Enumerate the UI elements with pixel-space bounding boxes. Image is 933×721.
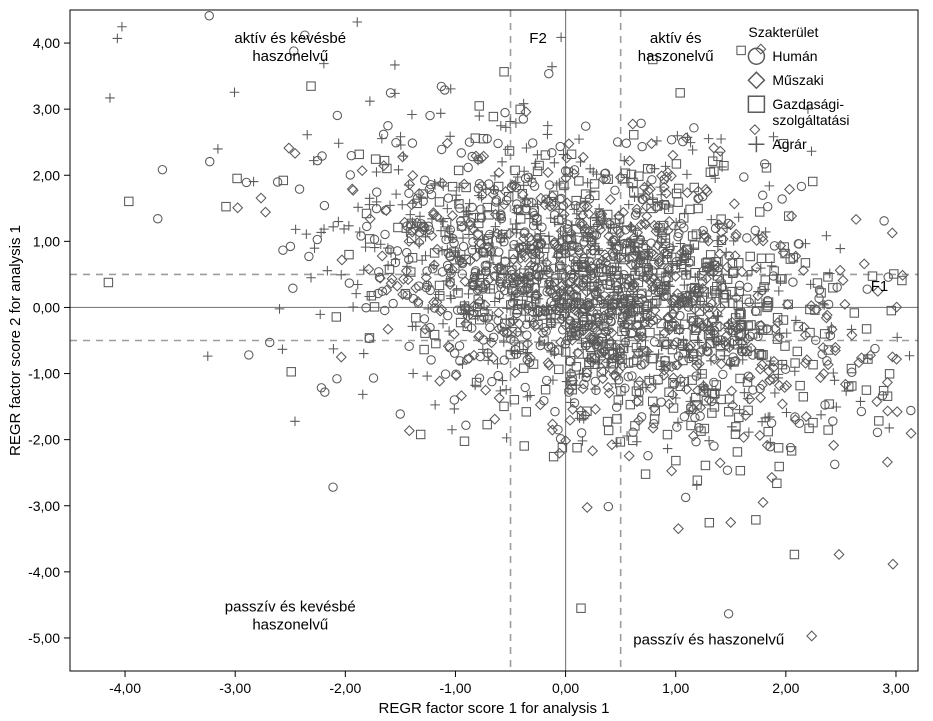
- svg-text:-3,00: -3,00: [28, 498, 60, 514]
- svg-text:4,00: 4,00: [33, 35, 60, 51]
- svg-text:-2,00: -2,00: [329, 680, 361, 696]
- svg-text:aktív és kevésbé: aktív és kevésbé: [234, 30, 346, 47]
- factor-scatter-chart: aktív és kevésbéhaszonelvűaktív éshaszon…: [0, 0, 933, 721]
- svg-text:-4,00: -4,00: [28, 564, 60, 580]
- svg-text:szolgáltatási: szolgáltatási: [772, 112, 849, 128]
- svg-text:F2: F2: [529, 30, 547, 47]
- svg-text:haszonelvű: haszonelvű: [252, 617, 328, 634]
- svg-text:aktív és: aktív és: [650, 30, 702, 47]
- svg-text:Műszaki: Műszaki: [772, 72, 823, 88]
- svg-text:2,00: 2,00: [33, 167, 60, 183]
- x-ticks: -4,00 -3,00 -2,00 -1,00 0,00 1,00 2,00 3,00: [109, 671, 910, 696]
- svg-text:-1,00: -1,00: [439, 680, 471, 696]
- y-ticks: -5,00 -4,00 -3,00 -2,00 -1,00 0,00 1,00 2,00 3,0…: [28, 35, 70, 646]
- svg-text:Humán: Humán: [772, 48, 817, 64]
- svg-text:haszonelvű: haszonelvű: [252, 48, 328, 65]
- svg-text:passzív és kevésbé: passzív és kevésbé: [225, 599, 356, 616]
- x-axis-label: REGR factor score 1 for analysis 1: [379, 700, 610, 717]
- svg-text:Gazdasági-: Gazdasági-: [772, 96, 844, 112]
- svg-text:haszonelvű: haszonelvű: [638, 48, 714, 65]
- svg-text:-5,00: -5,00: [28, 630, 60, 646]
- svg-text:2,00: 2,00: [772, 680, 799, 696]
- svg-text:passzív és haszonelvű: passzív és haszonelvű: [633, 632, 784, 649]
- svg-text:1,00: 1,00: [33, 233, 60, 249]
- svg-text:3,00: 3,00: [882, 680, 909, 696]
- y-axis-label: REGR factor score 2 for analysis 1: [7, 225, 24, 456]
- svg-text:0,00: 0,00: [33, 299, 60, 315]
- svg-text:-1,00: -1,00: [28, 366, 60, 382]
- svg-text:Agrár: Agrár: [772, 136, 807, 152]
- svg-text:-4,00: -4,00: [109, 680, 141, 696]
- svg-text:F1: F1: [871, 278, 889, 295]
- svg-text:0,00: 0,00: [552, 680, 579, 696]
- svg-text:1,00: 1,00: [662, 680, 689, 696]
- svg-text:3,00: 3,00: [33, 101, 60, 117]
- svg-text:-3,00: -3,00: [219, 680, 251, 696]
- svg-text:-2,00: -2,00: [28, 432, 60, 448]
- svg-text:Szakterület: Szakterület: [748, 24, 818, 40]
